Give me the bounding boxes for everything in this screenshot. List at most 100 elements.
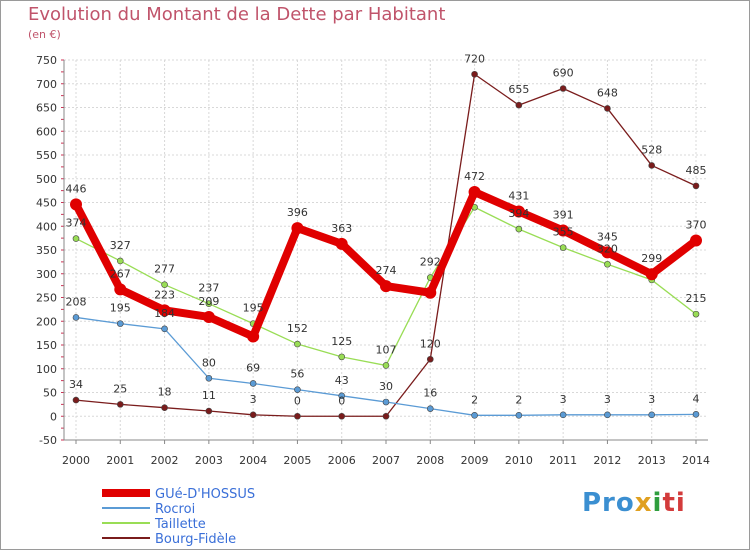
data-label: 374 [66, 217, 87, 230]
data-point [382, 412, 390, 420]
unit-label: (en €) [28, 28, 61, 41]
data-label: 431 [508, 190, 529, 203]
data-label: 215 [686, 292, 707, 305]
data-point [161, 281, 168, 288]
y-tick-label: 250 [36, 292, 57, 305]
x-tick-label: 2014 [682, 454, 710, 467]
x-tick-label: 2004 [239, 454, 267, 467]
data-label: 528 [641, 143, 662, 156]
data-point [70, 198, 82, 211]
data-point [559, 244, 567, 251]
data-label: 370 [686, 219, 707, 232]
data-label: 69 [246, 361, 260, 374]
data-point [692, 411, 700, 418]
data-point [249, 380, 257, 387]
data-label: 690 [553, 67, 574, 80]
data-point [559, 411, 567, 419]
data-label: 237 [198, 282, 219, 295]
x-tick-label: 2002 [151, 454, 179, 467]
data-point [338, 412, 346, 420]
data-label: 184 [154, 307, 175, 320]
logo-part-3: i [652, 488, 663, 518]
y-tick-label: 400 [36, 220, 57, 233]
data-label: 11 [202, 389, 216, 402]
x-tick-label: 2000 [62, 454, 90, 467]
data-label: 472 [464, 170, 485, 183]
y-tick-label: 450 [36, 197, 57, 210]
data-point [335, 237, 348, 250]
data-point [604, 411, 611, 419]
data-label: 394 [508, 207, 529, 220]
x-tick-label: 2006 [328, 454, 356, 467]
data-point [116, 401, 124, 408]
data-point [512, 205, 525, 218]
y-tick-label: 500 [36, 173, 57, 186]
data-point [604, 105, 611, 112]
legend-label: GUé-D'HOSSUS [155, 487, 255, 502]
data-point [161, 325, 168, 333]
data-point [471, 70, 478, 78]
data-label: 277 [154, 263, 175, 276]
legend-label: Bourg-Fidèle [155, 532, 236, 547]
data-label: 4 [693, 392, 700, 405]
data-label: 2 [515, 393, 522, 406]
data-label: 152 [287, 322, 308, 335]
x-tick-label: 2008 [416, 454, 444, 467]
legend-label: Rocroi [155, 502, 195, 517]
data-point [72, 314, 80, 321]
data-point [692, 182, 700, 190]
data-label: 25 [113, 382, 127, 395]
data-point [294, 340, 301, 348]
y-tick-label: 300 [36, 268, 57, 281]
y-tick-label: 200 [36, 315, 57, 328]
y-tick-label: -50 [39, 434, 57, 447]
x-tick-label: 2012 [593, 454, 621, 467]
logo-part-2: x [634, 488, 653, 518]
data-point [161, 404, 168, 412]
data-point [294, 386, 301, 393]
data-label: 107 [376, 343, 397, 356]
data-point [645, 268, 658, 281]
data-label: 3 [648, 393, 655, 406]
data-point [382, 362, 390, 369]
data-label: 223 [154, 288, 175, 301]
y-tick-label: 600 [36, 125, 57, 138]
data-label: 0 [338, 394, 345, 407]
chart-title: Evolution du Montant de la Dette par Hab… [28, 4, 446, 25]
data-label: 292 [420, 256, 441, 269]
data-point [72, 396, 80, 404]
data-point [692, 310, 700, 318]
data-point [294, 412, 301, 420]
data-point [426, 355, 434, 363]
y-tick-label: 150 [36, 339, 57, 352]
data-label: 34 [69, 378, 83, 391]
data-point [382, 398, 390, 406]
data-point [468, 186, 481, 199]
data-point [648, 411, 656, 419]
data-point [648, 162, 656, 169]
logo-part-4: ti [662, 488, 686, 518]
x-tick-label: 2010 [505, 454, 533, 467]
data-label: 345 [597, 230, 618, 243]
data-point [205, 407, 213, 415]
x-tick-label: 2005 [283, 454, 311, 467]
data-point [338, 353, 346, 361]
data-label: 56 [290, 368, 304, 381]
series-layer [70, 70, 702, 420]
data-point [515, 101, 523, 109]
data-point [116, 320, 124, 327]
x-tick-label: 2011 [549, 454, 577, 467]
data-label: 485 [686, 164, 707, 177]
data-label: 43 [335, 374, 349, 387]
legend-label: Taillette [154, 517, 206, 532]
data-label: 274 [376, 264, 397, 277]
data-point [249, 411, 257, 419]
data-point [205, 374, 213, 382]
data-point [291, 222, 304, 235]
data-point [247, 330, 260, 343]
y-tick-label: 650 [36, 102, 57, 115]
data-point [116, 257, 124, 265]
y-tick-label: 550 [36, 149, 57, 162]
